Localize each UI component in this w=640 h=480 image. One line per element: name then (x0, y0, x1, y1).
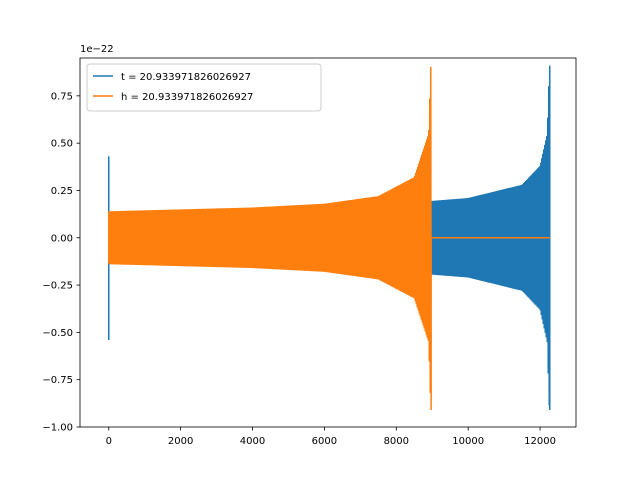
legend-box (86, 63, 322, 112)
y-tick-label: 0.50 (51, 139, 73, 150)
x-tick-label: 12000 (524, 436, 556, 447)
x-tick-label: 6000 (312, 436, 337, 447)
x-tick-label: 2000 (168, 436, 193, 447)
y-tick-label: −0.50 (42, 328, 73, 339)
x-axis: 0 2000 4000 6000 8000 10000 12000 (106, 427, 556, 447)
y-offset-text: 1e−22 (80, 44, 114, 55)
x-tick-label: 8000 (384, 436, 409, 447)
legend-label: t = 20.933971826026927 (121, 72, 251, 83)
x-tick-label: 10000 (452, 436, 484, 447)
series-line-2 (108, 66, 550, 410)
axes-frame (79, 57, 577, 428)
y-tick-label: 0.00 (51, 233, 73, 244)
legend-label: h = 20.933971826026927 (121, 92, 253, 103)
x-tick-label: 0 (106, 436, 112, 447)
x-tick-label: 4000 (240, 436, 265, 447)
y-tick-label: −0.25 (42, 281, 73, 292)
legend: t = 20.933971826026927 h = 20.93397182602… (86, 63, 322, 112)
y-tick-label: 0.25 (51, 186, 73, 197)
y-axis: 0.75 0.50 0.25 0.00 −0.25 −0.50 −0.75 −1.00 (42, 91, 80, 434)
y-tick-label: 0.75 (51, 91, 73, 102)
y-tick-label: −1.00 (42, 423, 73, 434)
y-tick-label: −0.75 (42, 375, 73, 386)
plot-area (108, 65, 551, 410)
